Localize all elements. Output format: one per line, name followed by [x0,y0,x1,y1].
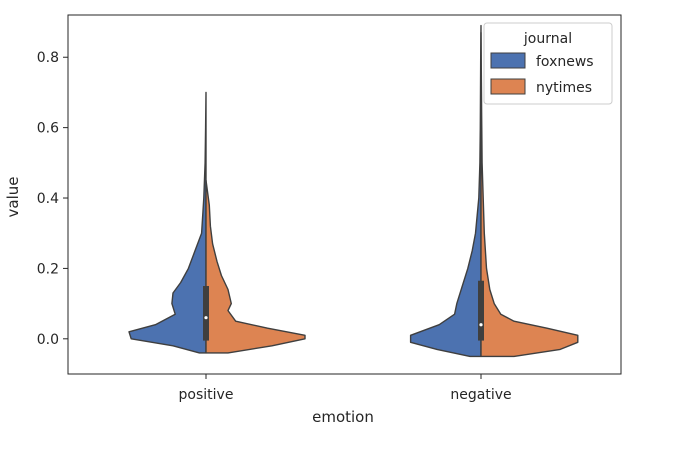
median-dot-negative [479,323,483,327]
y-tick-label: 0.2 [37,261,59,277]
violin-foxnews-positive [128,91,207,354]
violin-nytimes-positive [205,179,306,354]
y-tick-label: 0.4 [37,191,59,207]
inner-box-negative [478,280,484,341]
legend-swatch-nytimes [490,78,526,95]
y-axis: 0.0 0.2 0.4 0.6 0.8 [37,50,68,348]
legend-label-nytimes: nytimes [536,80,592,96]
x-axis: positive negative [179,374,512,403]
median-dot-positive [204,316,208,320]
violin-plot-area [128,24,579,358]
legend: journal foxnews nytimes [483,22,613,105]
violin-nytimes-negative [480,31,579,358]
x-axis-label: emotion [312,408,374,426]
y-tick-label: 0.6 [37,121,59,137]
legend-title: journal [523,31,572,47]
inner-box-positive [203,286,209,341]
y-axis-label: value [4,177,22,218]
y-tick-label: 0.8 [37,50,59,66]
legend-label-foxnews: foxnews [536,54,594,70]
plot-frame [67,14,622,375]
legend-swatch-foxnews [490,52,526,69]
x-tick-label-positive: positive [179,387,234,403]
violin-foxnews-negative [409,24,482,358]
x-tick-label-negative: negative [450,387,511,403]
y-tick-label: 0.0 [37,332,59,348]
